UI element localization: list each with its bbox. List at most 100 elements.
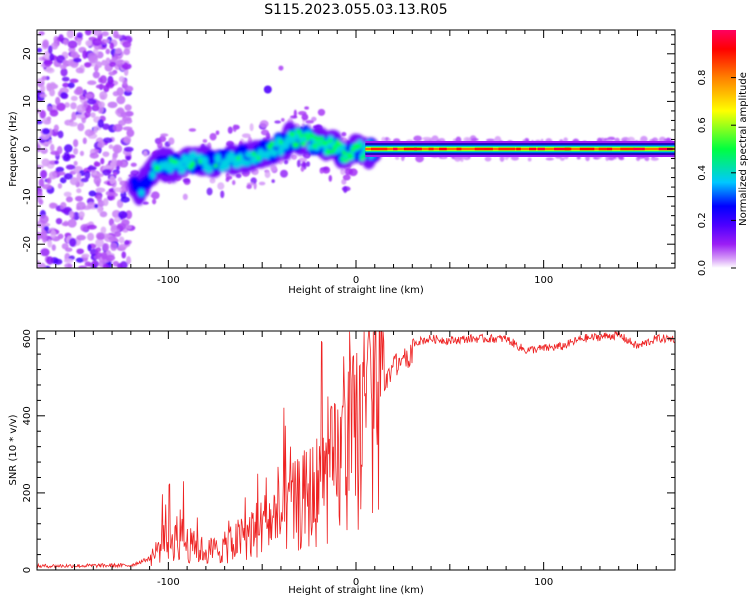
noise-blob <box>73 160 78 166</box>
halo-blob <box>296 159 301 168</box>
halo-blob <box>143 150 148 157</box>
noise-blob <box>102 198 109 207</box>
noise-blob <box>114 231 122 237</box>
noise-blob <box>75 195 84 202</box>
noise-blob <box>66 30 75 39</box>
ridge-blob <box>305 136 310 142</box>
noise-blob <box>84 30 92 36</box>
x-tick-label: 100 <box>534 577 553 588</box>
halo-blob <box>150 194 159 198</box>
halo-blob <box>301 113 309 121</box>
noise-blob <box>55 217 63 225</box>
noise-blob <box>39 110 46 119</box>
ridge-blob <box>200 156 209 166</box>
colorbar-tick-label: 0.6 <box>697 117 708 133</box>
noise-blob <box>88 55 99 64</box>
band-peak <box>484 147 493 151</box>
noise-blob <box>119 180 128 186</box>
noise-blob <box>76 32 83 39</box>
ridge-blob <box>149 170 156 180</box>
noise-blob <box>115 165 120 171</box>
noise-blob <box>40 248 50 257</box>
noise-blob <box>76 248 84 255</box>
snr-ticks: -100 0 100 0 200 400 600 <box>22 329 676 588</box>
y-tick-label: 200 <box>22 483 33 502</box>
noise-blob <box>82 137 87 145</box>
halo-blob <box>220 190 225 199</box>
noise-blob <box>50 42 59 50</box>
noise-blob <box>76 172 82 182</box>
ridge-blob <box>172 159 178 164</box>
halo-blob <box>305 120 314 124</box>
halo-blob <box>209 132 217 141</box>
band-peak <box>498 147 516 151</box>
noise-blob <box>124 85 134 93</box>
noise-blob <box>105 82 115 87</box>
noise-blob <box>73 147 79 155</box>
noise-blob <box>73 139 79 148</box>
noise-blob <box>38 262 47 268</box>
noise-blob <box>121 251 127 259</box>
noise-blob <box>99 75 107 84</box>
noise-blob <box>117 177 123 182</box>
halo-blob <box>341 178 347 185</box>
noise-blob <box>97 140 105 149</box>
noise-blob <box>41 75 48 81</box>
noise-blob <box>47 45 53 54</box>
noise-blob <box>108 236 117 241</box>
noise-blob <box>49 53 55 62</box>
spectrogram-y-label: Frequency (Hz) <box>8 111 19 187</box>
ridge-blob <box>357 143 362 149</box>
noise-blob <box>63 173 73 180</box>
noise-blob <box>76 188 82 194</box>
halo-blob <box>151 198 157 205</box>
y-tick-label: 0 <box>22 567 33 573</box>
ridge-blob <box>309 133 316 139</box>
noise-blob <box>105 48 111 55</box>
noise-blob <box>90 112 96 118</box>
snr-line <box>37 331 675 569</box>
halo-blob <box>311 116 317 122</box>
noise-blob <box>54 160 59 165</box>
noise-blob <box>116 95 126 105</box>
noise-blob <box>49 88 56 97</box>
halo-blob <box>306 161 311 167</box>
noise-blob <box>96 195 102 202</box>
y-tick-label: 600 <box>22 329 33 348</box>
ridge-blob <box>158 161 165 171</box>
halo-blob <box>317 108 326 116</box>
ridge-blob <box>236 155 241 161</box>
noise-blob <box>84 129 94 137</box>
band-peak <box>633 147 642 151</box>
halo-blob <box>470 138 479 142</box>
ridge-blob <box>336 142 343 147</box>
halo-blob <box>160 133 169 137</box>
colorbar-tick-label: 0.2 <box>697 212 708 228</box>
noise-blob <box>56 146 63 155</box>
noise-blob <box>92 30 102 36</box>
noise-blob <box>87 244 92 252</box>
noise-blob <box>69 210 74 219</box>
ridge-blob <box>317 141 322 147</box>
noise-blob <box>95 247 102 253</box>
noise-blob <box>75 114 86 119</box>
ridge-blob <box>213 163 218 169</box>
noise-blob <box>64 102 70 108</box>
noise-blob <box>102 243 110 252</box>
noise-blob <box>101 251 108 260</box>
halo-blob <box>322 166 331 174</box>
halo-blob <box>301 123 305 127</box>
noise-blob <box>77 123 85 132</box>
halo-blob <box>168 137 175 145</box>
noise-blob <box>46 256 54 265</box>
band-peak <box>456 147 462 151</box>
noise-blob <box>39 93 47 98</box>
noise-blob <box>70 102 77 110</box>
halo-blob <box>225 177 230 182</box>
noise-blob <box>60 92 68 99</box>
noise-blob <box>62 59 68 69</box>
ridge-blob <box>197 159 202 165</box>
noise-blob <box>60 208 71 214</box>
noise-blob <box>91 264 97 268</box>
